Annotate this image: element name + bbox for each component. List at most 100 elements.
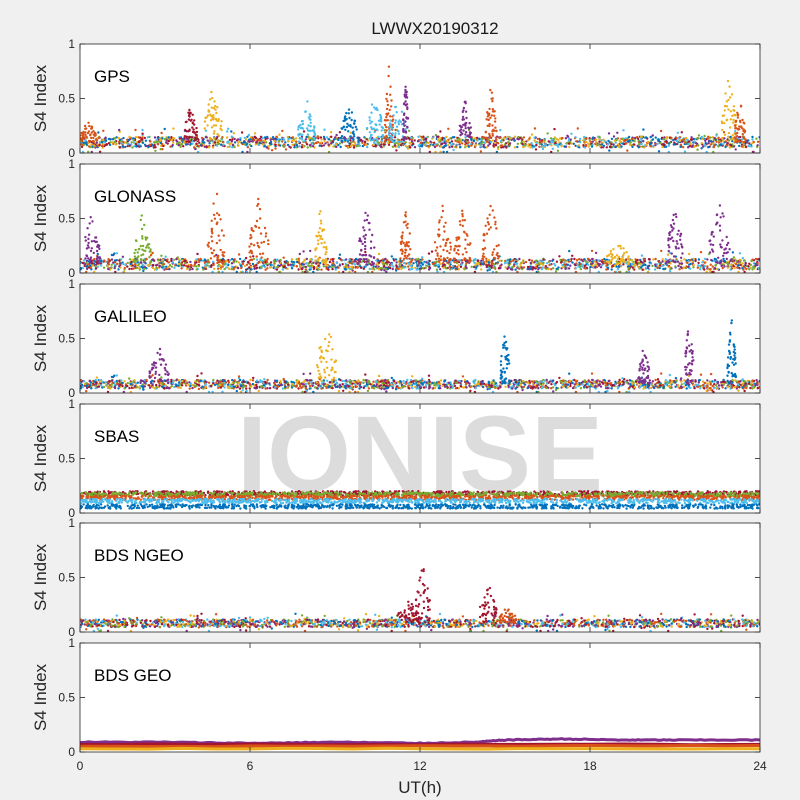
data-point xyxy=(118,130,122,133)
data-point xyxy=(166,266,170,269)
data-point xyxy=(510,136,513,140)
data-point xyxy=(317,234,321,237)
data-point xyxy=(475,136,479,140)
data-point xyxy=(330,266,333,269)
data-point xyxy=(323,260,326,264)
data-point xyxy=(261,264,264,268)
data-point xyxy=(719,216,722,219)
data-point xyxy=(347,124,350,127)
data-point xyxy=(570,142,573,145)
data-point xyxy=(267,145,270,148)
data-point xyxy=(667,264,671,268)
data-point xyxy=(397,260,400,263)
data-point xyxy=(610,268,613,271)
data-point xyxy=(442,266,445,269)
data-point xyxy=(551,267,555,270)
data-point xyxy=(371,138,375,142)
data-point xyxy=(210,227,214,230)
data-point xyxy=(232,266,236,269)
data-point xyxy=(439,245,442,248)
data-point xyxy=(364,250,367,254)
data-point xyxy=(210,264,213,267)
data-point xyxy=(335,143,338,146)
data-point xyxy=(374,123,377,126)
data-marks xyxy=(80,65,760,153)
data-point xyxy=(669,267,672,271)
data-point xyxy=(434,150,437,153)
data-point xyxy=(729,259,732,262)
data-point xyxy=(353,135,356,138)
data-point xyxy=(122,262,125,266)
data-point xyxy=(137,266,141,270)
data-point xyxy=(465,232,468,236)
data-point xyxy=(89,256,93,259)
data-point xyxy=(602,144,606,147)
data-point xyxy=(530,259,534,262)
data-point xyxy=(137,248,140,251)
data-point xyxy=(679,256,683,259)
data-point xyxy=(312,136,316,139)
data-point xyxy=(112,261,115,264)
data-point xyxy=(686,146,690,149)
data-point xyxy=(366,260,369,263)
data-point xyxy=(541,263,545,267)
data-point xyxy=(711,230,714,234)
data-point xyxy=(149,140,152,143)
data-point xyxy=(457,253,460,256)
data-point xyxy=(668,269,672,273)
data-point xyxy=(128,258,132,261)
data-point xyxy=(419,141,423,144)
data-point xyxy=(147,246,150,249)
data-point xyxy=(636,265,640,268)
data-point xyxy=(191,113,194,117)
data-point xyxy=(331,267,334,271)
data-point xyxy=(106,264,109,268)
data-point xyxy=(230,262,234,265)
data-point xyxy=(140,138,144,141)
data-point xyxy=(364,254,367,257)
data-point xyxy=(259,135,263,138)
data-point xyxy=(715,213,719,216)
data-point xyxy=(672,239,675,243)
data-point xyxy=(363,237,367,240)
data-point xyxy=(383,140,386,143)
data-point xyxy=(211,240,214,243)
data-point xyxy=(732,118,735,122)
data-point xyxy=(616,137,620,140)
data-point xyxy=(507,141,510,144)
data-point xyxy=(493,266,496,270)
data-point xyxy=(257,143,261,146)
data-point xyxy=(368,267,371,271)
data-point xyxy=(350,265,354,268)
data-point xyxy=(724,140,727,143)
data-point xyxy=(262,240,266,244)
data-point xyxy=(368,137,371,140)
data-point xyxy=(404,248,407,251)
data-point xyxy=(177,258,180,261)
data-point xyxy=(466,134,470,137)
data-point xyxy=(395,125,399,128)
data-point xyxy=(90,150,93,153)
data-point xyxy=(257,389,260,393)
data-point xyxy=(667,142,671,145)
data-point xyxy=(726,251,729,254)
data-point xyxy=(490,114,493,117)
data-point xyxy=(570,257,573,261)
data-point xyxy=(84,133,87,137)
data-point xyxy=(713,267,717,270)
data-point xyxy=(85,261,88,265)
data-point xyxy=(382,263,385,266)
data-point xyxy=(387,65,391,68)
data-point xyxy=(584,137,588,140)
data-point xyxy=(404,85,407,89)
data-point xyxy=(485,264,489,267)
data-point xyxy=(433,262,437,265)
data-point xyxy=(444,142,447,145)
data-point xyxy=(672,138,675,142)
data-point xyxy=(312,142,316,145)
data-point xyxy=(211,260,215,263)
data-point xyxy=(460,125,463,129)
data-point xyxy=(187,111,190,114)
data-point xyxy=(141,244,145,248)
data-point xyxy=(317,239,320,242)
